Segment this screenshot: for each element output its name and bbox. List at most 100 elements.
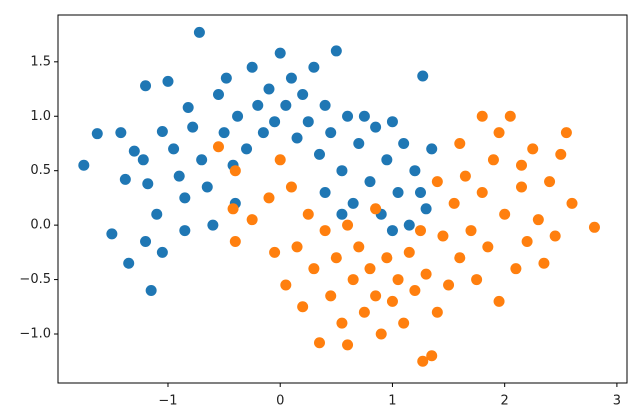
point [417,355,429,367]
point [325,127,337,139]
point [297,301,309,313]
point [476,110,488,122]
point [414,225,426,237]
point [392,186,404,198]
point [207,219,219,231]
point [538,257,550,269]
point [364,263,376,275]
point [252,99,264,111]
point [499,208,511,220]
point [115,127,127,139]
point [420,268,432,280]
point [555,148,567,160]
point [476,186,488,198]
point [358,110,370,122]
point [302,208,314,220]
point [386,295,398,307]
point [291,241,303,253]
point [325,290,337,302]
point [381,252,393,264]
point [280,279,292,291]
point [370,203,382,215]
point [426,350,438,362]
point [91,128,103,140]
point [269,116,281,128]
point [140,235,152,247]
point [504,110,516,122]
point [257,127,269,139]
point [454,137,466,149]
point [263,83,275,95]
point [182,102,194,114]
point [336,208,348,220]
point [527,143,539,155]
point [409,165,421,177]
point [358,306,370,318]
y-tick-label: 0.5 [30,163,51,178]
point [319,99,331,111]
point [417,70,429,82]
point [487,154,499,166]
point [516,181,528,193]
point [168,143,180,155]
x-tick-label: 1 [388,394,396,409]
point [521,235,533,247]
point [392,274,404,286]
point [308,263,320,275]
point [403,219,415,231]
point [532,214,544,226]
y-tick-label: 1.0 [30,109,51,124]
point [381,154,393,166]
point [78,159,90,171]
point [229,235,241,247]
point [566,197,578,209]
point [156,125,168,137]
point [193,26,205,38]
point [308,61,320,73]
point [336,317,348,329]
point [516,159,528,171]
point [375,328,387,340]
point [342,110,354,122]
point [137,154,149,166]
x-tick-label: −1 [158,394,177,409]
point [280,99,292,111]
x-tick-label: 3 [613,394,621,409]
point [274,47,286,59]
point [220,72,232,84]
point [398,137,410,149]
point [145,284,157,296]
y-tick-label: −1.0 [19,327,51,342]
point [443,279,455,291]
point [212,88,224,100]
point [218,127,230,139]
point [179,192,191,204]
point [330,252,342,264]
point [398,317,410,329]
point [274,154,286,166]
point [336,165,348,177]
y-tick-label: −0.5 [19,272,51,287]
point [588,221,600,233]
point [246,61,258,73]
y-tick-label: 1.5 [30,54,51,69]
point [119,173,131,185]
point [263,192,275,204]
point [106,228,118,240]
point [156,246,168,258]
point [431,176,443,188]
point [437,230,449,242]
point [201,181,213,193]
point [386,116,398,128]
point [493,127,505,139]
point [403,246,415,258]
point [173,170,185,182]
point [291,132,303,144]
point [330,45,342,57]
point [229,165,241,177]
point [414,186,426,198]
x-tick-label: 2 [501,394,509,409]
point [454,252,466,264]
point [342,339,354,351]
